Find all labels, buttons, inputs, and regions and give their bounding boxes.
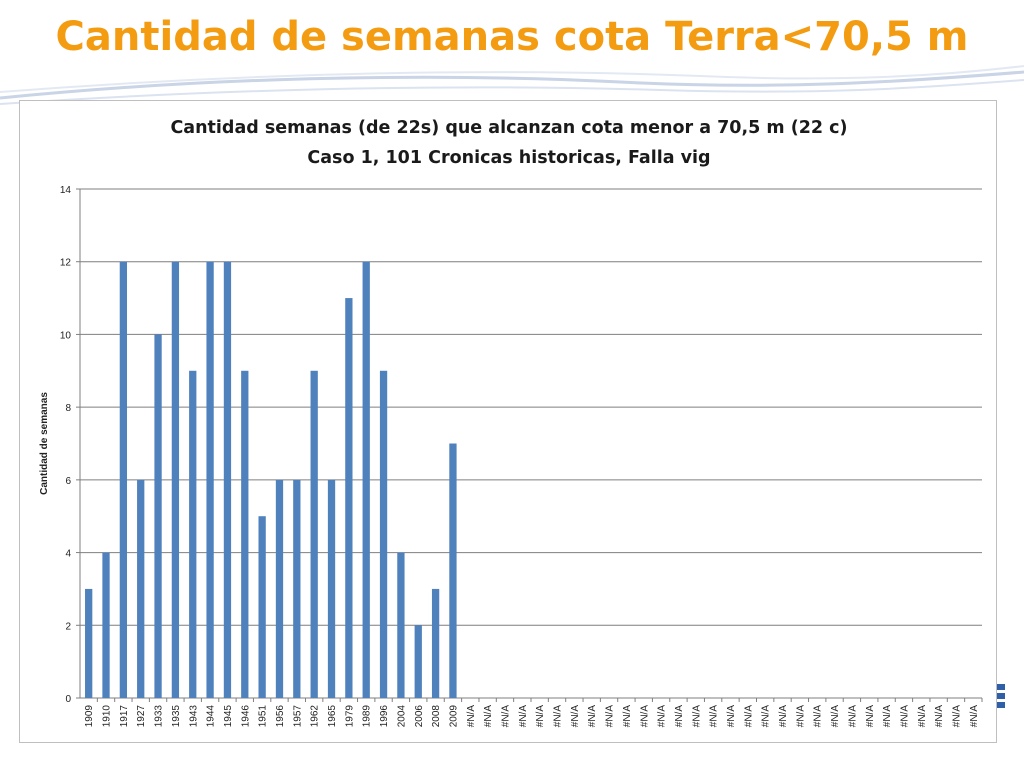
x-tick-label: 1943 bbox=[188, 705, 199, 728]
logo-fragment bbox=[993, 684, 1005, 708]
y-tick-label: 2 bbox=[65, 621, 71, 632]
x-tick-label: 1910 bbox=[102, 705, 113, 728]
x-tick-label: 1979 bbox=[344, 705, 355, 728]
bar bbox=[258, 516, 266, 698]
y-axis-label: Cantidad de semanas bbox=[39, 392, 50, 495]
x-tick-label: #N/A bbox=[743, 705, 754, 728]
x-tick-label: 1989 bbox=[362, 705, 373, 728]
x-tick-label: #N/A bbox=[691, 705, 702, 728]
chart-subtitle: Caso 1, 101 Cronicas historicas, Falla v… bbox=[307, 148, 711, 168]
x-tick-label: 1917 bbox=[119, 705, 130, 728]
x-tick-label: 1944 bbox=[206, 705, 217, 728]
bar bbox=[137, 479, 145, 698]
y-tick-label: 8 bbox=[65, 403, 71, 414]
bar bbox=[345, 298, 353, 698]
x-tick-label: #N/A bbox=[865, 705, 876, 728]
x-tick-label: 1962 bbox=[310, 705, 321, 728]
bar bbox=[431, 588, 440, 698]
x-tick-label: #N/A bbox=[830, 705, 841, 728]
x-tick-label: #N/A bbox=[639, 705, 650, 728]
x-tick-label: #N/A bbox=[622, 705, 633, 728]
bar bbox=[154, 334, 162, 698]
y-tick-label: 14 bbox=[60, 185, 72, 196]
x-tick-label: 2008 bbox=[431, 705, 442, 728]
y-tick-label: 12 bbox=[60, 258, 72, 269]
bar bbox=[206, 261, 214, 698]
x-tick-label: 1946 bbox=[240, 705, 251, 728]
x-tick-label: #N/A bbox=[605, 705, 616, 728]
bar bbox=[293, 479, 301, 698]
decorative-swoosh bbox=[0, 65, 1024, 105]
x-tick-label: #N/A bbox=[483, 705, 494, 728]
x-tick-label: #N/A bbox=[899, 705, 910, 728]
x-tick-label: #N/A bbox=[726, 705, 737, 728]
x-tick-label: #N/A bbox=[813, 705, 824, 728]
chart-title: Cantidad semanas (de 22s) que alcanzan c… bbox=[170, 118, 848, 138]
x-tick-label: #N/A bbox=[674, 705, 685, 728]
x-tick-label: #N/A bbox=[500, 705, 511, 728]
bar-chart: 0 2 4 6 8 10 12 14 Cantidad de semanas 1909 1910 19… bbox=[39, 185, 983, 728]
x-tick-label: #N/A bbox=[795, 705, 806, 728]
y-tick-label: 6 bbox=[65, 476, 71, 487]
x-tick-label: 2004 bbox=[396, 705, 407, 728]
bar bbox=[223, 261, 232, 698]
bar bbox=[102, 552, 110, 698]
x-tick-label: #N/A bbox=[587, 705, 598, 728]
x-tick-label: #N/A bbox=[882, 705, 893, 728]
x-tick-label: 1956 bbox=[275, 705, 286, 728]
x-tick-label: #N/A bbox=[518, 705, 529, 728]
x-tick-label: #N/A bbox=[778, 705, 789, 728]
bar bbox=[275, 479, 284, 698]
bar bbox=[85, 588, 93, 698]
x-tick-label: #N/A bbox=[761, 705, 772, 728]
y-tick-label: 4 bbox=[65, 549, 71, 560]
x-tick-label: #N/A bbox=[570, 705, 581, 728]
x-tick-label: #N/A bbox=[535, 705, 546, 728]
bar bbox=[379, 370, 388, 698]
x-tick-label: #N/A bbox=[553, 705, 564, 728]
bar bbox=[414, 625, 422, 698]
x-tick-label: 1935 bbox=[171, 705, 182, 728]
x-tick-label: #N/A bbox=[969, 705, 980, 728]
chart-frame: Cantidad semanas (de 22s) que alcanzan c… bbox=[19, 100, 997, 743]
bar bbox=[241, 370, 249, 698]
x-tick-label: 1927 bbox=[136, 705, 147, 728]
x-tick-label: #N/A bbox=[657, 705, 668, 728]
bar bbox=[327, 479, 336, 698]
x-tick-label: #N/A bbox=[847, 705, 858, 728]
x-tick-label: 1909 bbox=[84, 705, 95, 728]
x-tick-label: 1945 bbox=[223, 705, 234, 728]
y-tick-label: 10 bbox=[60, 330, 72, 341]
y-tick-label: 0 bbox=[65, 694, 71, 705]
bar bbox=[171, 261, 180, 698]
x-tick-label: 1996 bbox=[379, 705, 390, 728]
x-tick-label: 2009 bbox=[448, 705, 459, 728]
x-tick-label: #N/A bbox=[466, 705, 477, 728]
x-tick-label: #N/A bbox=[951, 705, 962, 728]
bar bbox=[397, 552, 405, 698]
x-tick-label: 1951 bbox=[258, 705, 269, 728]
x-tick-label: 2006 bbox=[414, 705, 425, 728]
bar bbox=[189, 370, 197, 698]
x-tick-label: #N/A bbox=[709, 705, 720, 728]
bar bbox=[449, 443, 457, 698]
bar bbox=[362, 261, 370, 698]
slide-title: Cantidad de semanas cota Terra<70,5 m bbox=[55, 14, 969, 60]
x-tick-label: 1965 bbox=[327, 705, 338, 728]
x-tick-label: #N/A bbox=[934, 705, 945, 728]
x-tick-label: 1933 bbox=[154, 705, 165, 728]
bar bbox=[310, 370, 318, 698]
x-tick-label: #N/A bbox=[917, 705, 928, 728]
x-tick-label: 1957 bbox=[292, 705, 303, 728]
bar bbox=[119, 261, 128, 698]
